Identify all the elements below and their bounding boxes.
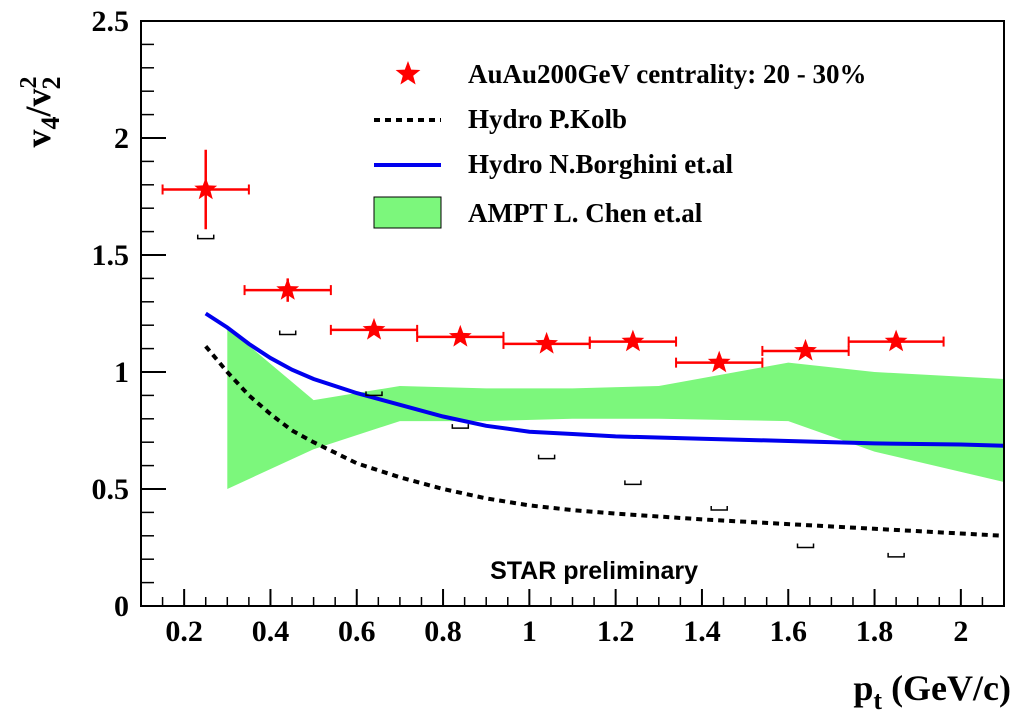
x-tick-label: 1.8 bbox=[856, 615, 894, 648]
x-tick-label: 0.8 bbox=[424, 615, 462, 648]
systematic-error-layer bbox=[196, 234, 905, 558]
systematic-error-bracket bbox=[278, 330, 297, 336]
data-point-star bbox=[194, 177, 218, 200]
x-tick-label: 1 bbox=[522, 615, 537, 648]
y-tick-label: 0 bbox=[114, 590, 129, 623]
data-point-star bbox=[794, 338, 817, 361]
x-axis-label: pt (GeV/c) bbox=[853, 668, 1011, 715]
legend-star-marker bbox=[395, 61, 421, 85]
x-tick-label: 1.4 bbox=[683, 615, 721, 648]
systematic-error-bracket bbox=[537, 454, 556, 460]
y-tick-label: 1.5 bbox=[92, 239, 130, 272]
data-point-star bbox=[448, 324, 472, 347]
data-point-star bbox=[884, 329, 908, 352]
systematic-error-bracket bbox=[796, 543, 815, 549]
y-tick-label: 1 bbox=[114, 356, 129, 389]
x-tick-label: 0.6 bbox=[338, 615, 376, 648]
systematic-error-bracket bbox=[710, 506, 728, 511]
hydro-kolb-line bbox=[204, 345, 1005, 538]
systematic-error-bracket bbox=[196, 234, 215, 240]
x-tick-label: 0.2 bbox=[165, 615, 203, 648]
data-point-star bbox=[276, 278, 300, 300]
systematic-error-bracket bbox=[887, 552, 905, 558]
legend-green-band-marker bbox=[373, 196, 442, 229]
data-points-layer bbox=[161, 149, 945, 373]
legend: AuAu200GeV centrality: 20 - 30% Hydro P.… bbox=[373, 59, 866, 229]
star-preliminary-annotation: STAR preliminary bbox=[490, 557, 698, 585]
hydro-borghini-line bbox=[204, 311, 1005, 448]
systematic-error-bracket bbox=[451, 424, 470, 429]
legend-label-data: AuAu200GeV centrality: 20 - 30% bbox=[468, 59, 866, 89]
legend-star-icon bbox=[395, 61, 421, 85]
model-lines-layer bbox=[204, 311, 1005, 538]
axes-layer: 0.2 0.4 0.6 0.8 1 1.2 1.4 1.6 1.8 2 0 0.5 1 1.5 2 2.5 bbox=[92, 5, 984, 648]
x-tick-label: 1.2 bbox=[597, 615, 635, 648]
legend-label-ampt: AMPT L. Chen et.al bbox=[468, 198, 703, 228]
data-point-star bbox=[535, 331, 558, 354]
data-point-star bbox=[621, 329, 645, 352]
data-point-star bbox=[362, 317, 386, 340]
data-point-star bbox=[707, 350, 731, 373]
y-tick-label: 2.5 bbox=[92, 5, 130, 38]
y-tick-label: 2 bbox=[114, 122, 129, 155]
y-axis-label: v4/v22 bbox=[16, 76, 66, 147]
x-tick-label: 1.6 bbox=[770, 615, 808, 648]
legend-label-borghini: Hydro N.Borghini et.al bbox=[468, 149, 734, 179]
ampt-band-layer bbox=[227, 327, 1005, 489]
x-tick-label: 0.4 bbox=[252, 615, 290, 648]
systematic-error-bracket bbox=[365, 391, 383, 397]
systematic-error-bracket bbox=[624, 480, 642, 486]
y-tick-label: 0.5 bbox=[92, 473, 130, 506]
x-tick-label: 2 bbox=[953, 615, 968, 648]
legend-label-kolb: Hydro P.Kolb bbox=[468, 104, 627, 134]
ampt-band bbox=[227, 327, 1005, 489]
